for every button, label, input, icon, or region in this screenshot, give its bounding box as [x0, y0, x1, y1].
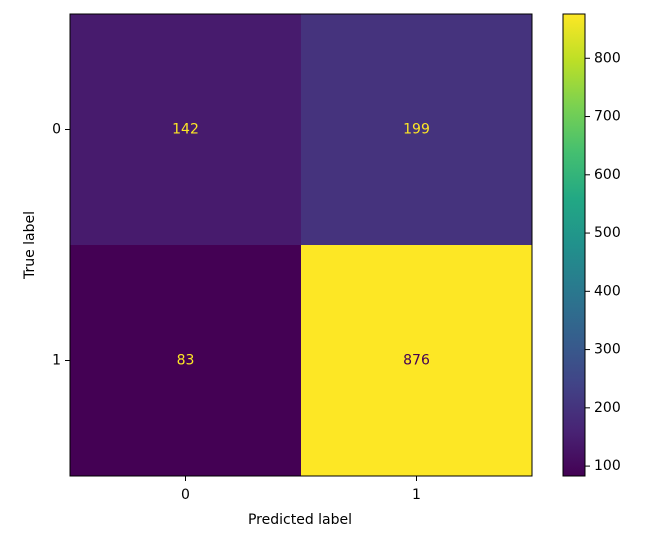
colorbar-tick-label: 200: [594, 400, 621, 416]
cell-value-label: 876: [403, 353, 430, 369]
plot-frame: [69, 13, 533, 477]
x-tick-label: 0: [181, 487, 190, 503]
x-tick-label: 1: [412, 487, 421, 503]
colorbar-tick-label: 100: [594, 458, 621, 474]
x-axis-label: Predicted label: [248, 512, 352, 528]
colorbar-tick-label: 800: [594, 50, 621, 66]
colorbar-tick-label: 700: [594, 109, 621, 125]
heatmap-cell: [301, 245, 532, 476]
y-tick-label: 0: [52, 122, 61, 138]
colorbar-tick-label: 300: [594, 342, 621, 358]
cell-value-label: 142: [172, 122, 199, 138]
colorbar: [562, 13, 586, 477]
colorbar-tick-label: 400: [594, 283, 621, 299]
colorbar-tick-label: 600: [594, 167, 621, 183]
colorbar-tick-label: 500: [594, 225, 621, 241]
heatmap-cell: [301, 14, 532, 245]
heatmap-cell: [70, 245, 301, 476]
y-tick-label: 1: [52, 353, 61, 369]
cell-value-label: 199: [403, 122, 430, 138]
cell-value-label: 83: [177, 353, 195, 369]
y-axis-label: True label: [22, 211, 38, 280]
heatmap-cell: [70, 14, 301, 245]
